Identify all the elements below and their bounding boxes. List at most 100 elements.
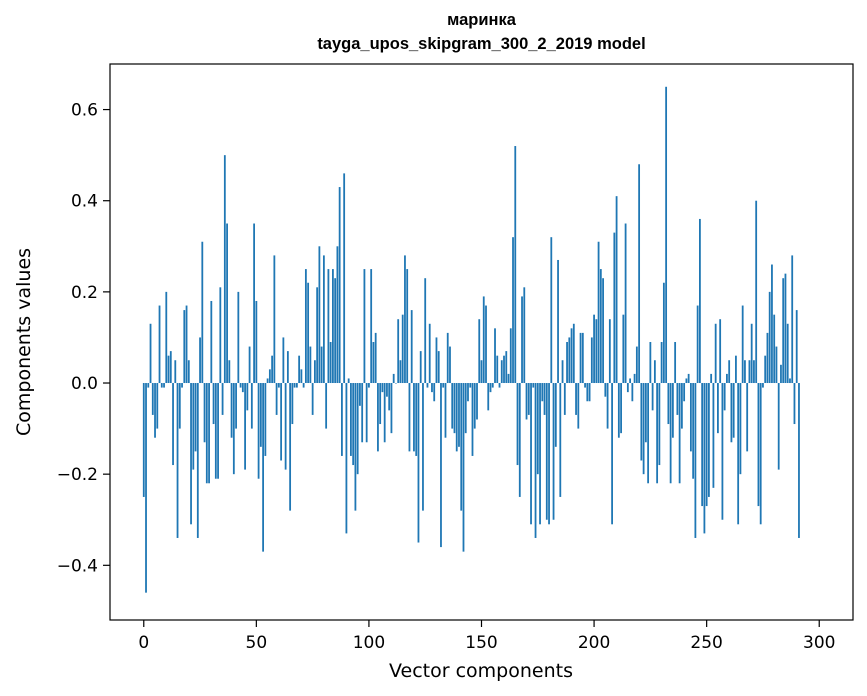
bar xyxy=(291,383,294,425)
bar xyxy=(359,383,361,406)
bar xyxy=(410,310,413,384)
bar-series xyxy=(142,86,800,593)
bar xyxy=(192,383,195,470)
bar xyxy=(599,269,602,384)
bar xyxy=(343,173,346,384)
bar xyxy=(341,383,343,456)
x-tick-label: 200 xyxy=(578,633,610,653)
bar xyxy=(471,383,474,456)
bar xyxy=(692,383,695,479)
bar xyxy=(552,383,555,520)
bar xyxy=(413,383,415,452)
bar xyxy=(617,383,620,438)
bar xyxy=(167,355,170,384)
bar xyxy=(304,269,307,384)
bar xyxy=(532,383,535,388)
bar xyxy=(316,287,319,384)
bar xyxy=(647,383,650,484)
bar xyxy=(478,319,481,384)
bar xyxy=(768,291,771,384)
bar xyxy=(784,273,787,384)
bar xyxy=(793,383,796,425)
bar xyxy=(498,383,501,388)
plot-frame xyxy=(109,63,854,621)
bar xyxy=(169,351,172,384)
bar xyxy=(633,373,636,384)
bar xyxy=(156,383,159,429)
bar xyxy=(561,360,564,384)
bar xyxy=(187,360,190,384)
bar xyxy=(595,319,598,384)
bar xyxy=(248,346,251,384)
bar xyxy=(235,383,237,429)
bar xyxy=(500,360,503,384)
bar xyxy=(631,383,634,402)
bar xyxy=(370,269,373,384)
bar xyxy=(259,383,262,447)
bar xyxy=(347,378,350,384)
bar xyxy=(433,383,436,402)
bar xyxy=(322,255,325,384)
bar xyxy=(548,383,550,525)
bar xyxy=(764,355,767,384)
bar xyxy=(377,383,379,452)
bar xyxy=(726,373,728,384)
bar xyxy=(586,383,589,402)
bar xyxy=(642,383,645,475)
bar xyxy=(399,360,402,384)
bar xyxy=(435,337,438,384)
bar xyxy=(766,332,769,384)
bar xyxy=(181,383,183,388)
bar xyxy=(183,310,186,384)
bar xyxy=(280,383,283,461)
bar xyxy=(762,383,764,388)
bar xyxy=(221,383,224,415)
bar xyxy=(241,383,244,393)
bar xyxy=(708,383,710,497)
y-tick-label: 0.2 xyxy=(71,283,98,303)
bar xyxy=(174,360,177,384)
bar xyxy=(172,383,174,466)
bar xyxy=(541,383,544,402)
bar xyxy=(568,337,571,384)
bar xyxy=(446,332,449,384)
bar xyxy=(219,287,222,384)
bar xyxy=(228,360,231,384)
bar xyxy=(777,383,780,470)
bar xyxy=(789,378,791,384)
bar xyxy=(487,383,490,411)
bar xyxy=(678,383,681,484)
bar xyxy=(295,383,298,388)
bar xyxy=(671,383,674,438)
bar xyxy=(728,360,731,384)
bar xyxy=(613,232,616,384)
bar xyxy=(390,383,393,434)
bar xyxy=(680,383,683,429)
bar xyxy=(615,196,618,384)
bar xyxy=(250,383,253,429)
bar xyxy=(244,383,246,470)
bar xyxy=(687,373,690,384)
bar xyxy=(381,383,384,393)
bar xyxy=(503,355,505,384)
bar xyxy=(782,278,785,384)
bar xyxy=(791,255,794,384)
bar xyxy=(444,383,447,438)
bar xyxy=(476,383,478,420)
bar xyxy=(404,255,406,384)
bar xyxy=(575,383,577,415)
bar xyxy=(635,346,638,384)
bar xyxy=(458,383,460,447)
bar xyxy=(651,383,654,411)
bar xyxy=(350,383,352,456)
bar xyxy=(512,237,514,384)
bar xyxy=(401,314,404,384)
bar xyxy=(739,383,742,475)
bar xyxy=(741,305,744,384)
bar xyxy=(320,346,323,384)
bar xyxy=(300,369,303,384)
bar xyxy=(397,319,400,384)
bar xyxy=(473,383,476,429)
bar xyxy=(190,383,192,525)
bar xyxy=(327,269,330,384)
